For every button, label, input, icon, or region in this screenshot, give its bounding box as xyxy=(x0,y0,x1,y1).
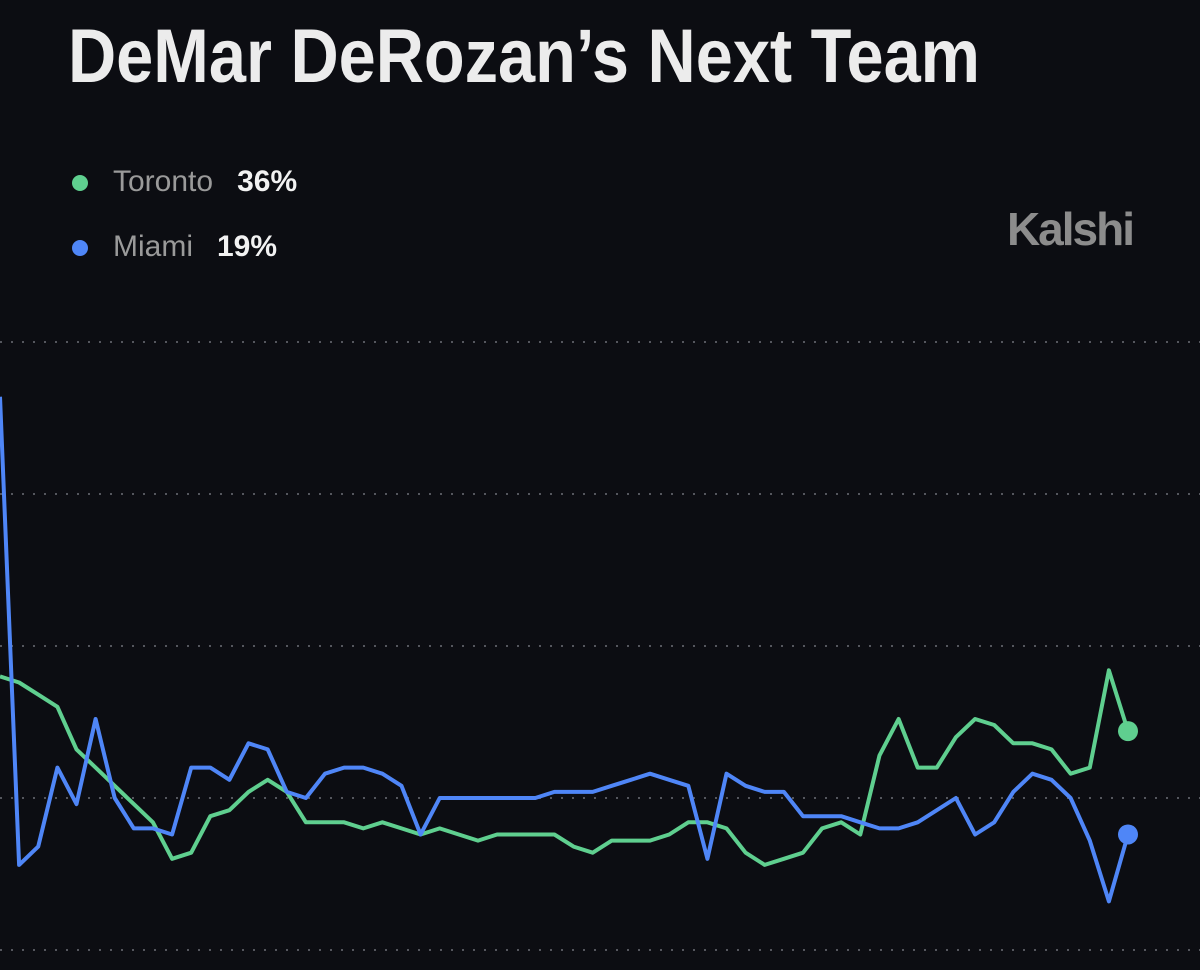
legend-label: Toronto xyxy=(113,165,213,198)
series-line xyxy=(0,668,1130,867)
series-line xyxy=(0,396,1130,904)
chart-title: DeMar DeRozan’s Next Team xyxy=(68,14,980,99)
source-logo: Kalshi xyxy=(1007,203,1133,255)
legend-marker xyxy=(72,175,88,191)
legend-value: 36% xyxy=(237,165,297,198)
legend-value: 19% xyxy=(217,230,277,263)
end-point xyxy=(1118,721,1138,742)
legend-label: Miami xyxy=(113,230,193,263)
end-point xyxy=(1118,824,1138,845)
legend-marker xyxy=(72,240,88,256)
